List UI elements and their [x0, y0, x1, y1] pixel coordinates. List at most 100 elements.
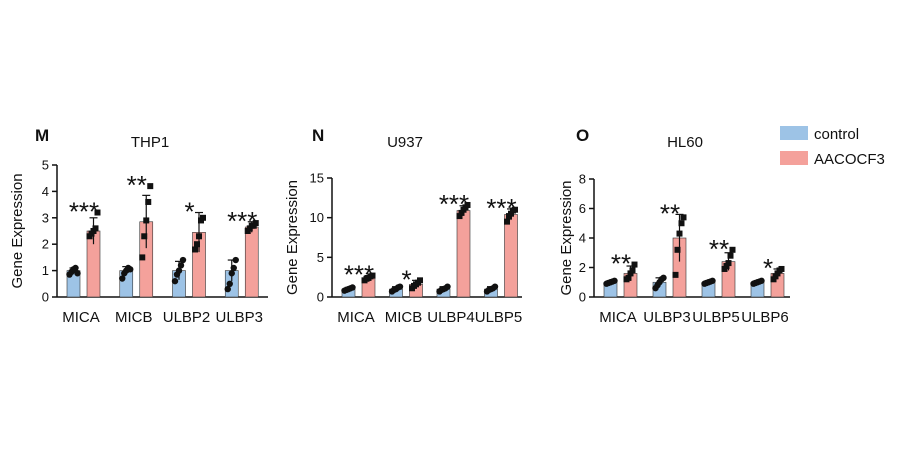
significance-annotation: *: [184, 197, 194, 227]
data-point-aacocf3: [676, 230, 683, 237]
data-point-aacocf3: [456, 213, 463, 220]
data-point-aacocf3: [508, 210, 514, 217]
legend-swatch-control: [780, 126, 808, 140]
data-point-control: [228, 270, 235, 277]
x-tick-label: ULBP3: [215, 309, 263, 326]
data-point-aacocf3: [194, 241, 200, 248]
data-point-control: [660, 274, 667, 282]
data-point-aacocf3: [464, 201, 471, 208]
y-tick-label: 8: [579, 172, 586, 187]
data-point-control: [72, 264, 79, 272]
x-tick-label: MICA: [599, 309, 637, 326]
y-tick-label: 6: [579, 201, 586, 216]
y-tick-label: 0: [317, 290, 324, 305]
data-point-aacocf3: [727, 252, 734, 259]
data-point-aacocf3: [145, 198, 152, 205]
y-tick-label: 15: [310, 171, 324, 186]
data-point-control: [444, 283, 451, 290]
significance-annotation: **: [660, 198, 680, 228]
data-point-control: [230, 264, 237, 272]
y-tick-label: 4: [42, 184, 49, 199]
significance-annotation: **: [709, 234, 729, 264]
data-point-control: [491, 283, 499, 290]
data-point-control: [171, 277, 179, 285]
chart-panel-o: O HL60 Gene Expression 0 2 4 6 8 MICA ** ULBP3 ** UL…: [558, 126, 790, 326]
data-point-aacocf3: [92, 225, 99, 232]
data-point-control: [396, 283, 404, 290]
significance-annotation: *: [763, 253, 773, 283]
x-tick-label: MICA: [62, 309, 100, 326]
y-tick-label: 5: [42, 158, 49, 173]
bar-aacocf3: [504, 214, 518, 298]
data-point-aacocf3: [94, 209, 101, 216]
significance-annotation: ***: [227, 206, 257, 236]
y-tick-label: 4: [579, 231, 586, 246]
y-tick-label: 3: [42, 210, 49, 225]
data-point-control: [758, 277, 765, 284]
data-point-aacocf3: [625, 274, 632, 281]
data-point-control: [611, 277, 618, 284]
bar-aacocf3: [456, 210, 471, 298]
y-tick-label: 10: [310, 210, 324, 225]
data-point-aacocf3: [631, 261, 638, 268]
data-point-control: [349, 284, 356, 291]
y-tick-label: 1: [42, 263, 49, 278]
y-axis-label: Gene Expression: [284, 180, 301, 295]
data-point-control: [224, 285, 231, 293]
significance-annotation: ***: [439, 189, 469, 219]
panel-letter: M: [35, 126, 49, 145]
data-point-control: [119, 275, 126, 282]
x-tick-label: ULBP2: [163, 309, 211, 326]
significance-annotation: *: [401, 264, 411, 294]
legend-label-control: control: [814, 126, 859, 143]
data-point-control: [74, 270, 81, 277]
x-tick-label: ULBP5: [692, 309, 740, 326]
data-point-control: [175, 267, 183, 274]
legend: control AACOCF3: [780, 126, 885, 168]
y-axis-label: Gene Expression: [558, 180, 575, 295]
data-point-aacocf3: [725, 260, 732, 267]
y-axis-label: Gene Expression: [9, 173, 26, 288]
legend-label-aacocf3: AACOCF3: [814, 151, 885, 168]
significance-annotation: **: [611, 249, 631, 279]
data-point-aacocf3: [141, 233, 148, 240]
data-point-aacocf3: [139, 254, 146, 261]
legend-swatch-aacocf3: [780, 151, 808, 165]
data-point-aacocf3: [678, 220, 685, 227]
data-point-aacocf3: [504, 218, 510, 225]
data-point-aacocf3: [200, 214, 206, 221]
significance-annotation: ***: [69, 197, 99, 227]
chart-panel-n: N U937 Gene Expression 0 5 10 15 MICA *** MICB * UL…: [284, 126, 522, 326]
data-point-aacocf3: [778, 265, 785, 272]
data-point-control: [226, 280, 233, 287]
y-tick-label: 2: [42, 237, 49, 252]
panel-title: HL60: [667, 134, 703, 151]
data-point-aacocf3: [252, 220, 259, 227]
data-point-aacocf3: [192, 246, 198, 253]
panel-letter: N: [312, 126, 324, 145]
y-tick-label: 0: [579, 290, 586, 305]
panel-title: THP1: [131, 134, 169, 151]
x-tick-label: ULBP4: [427, 309, 475, 326]
x-tick-label: ULBP3: [643, 309, 691, 326]
data-point-control: [127, 266, 134, 273]
data-point-aacocf3: [417, 277, 423, 284]
data-point-aacocf3: [143, 217, 150, 224]
x-tick-label: MICB: [385, 309, 423, 326]
panel-letter: O: [576, 126, 589, 145]
x-tick-label: MICB: [115, 309, 153, 326]
data-point-aacocf3: [196, 233, 202, 240]
chart-panel-m: M THP1 Gene Expression 0 1 2 3 4 5 MICA *** MICB ** U…: [9, 126, 268, 326]
data-point-aacocf3: [680, 214, 687, 221]
data-point-control: [232, 256, 239, 264]
x-tick-label: ULBP6: [741, 309, 789, 326]
y-tick-label: 0: [42, 290, 49, 305]
data-point-aacocf3: [458, 209, 465, 216]
data-point-aacocf3: [369, 272, 376, 279]
y-tick-label: 2: [579, 260, 586, 275]
data-point-aacocf3: [147, 183, 154, 190]
data-point-aacocf3: [512, 206, 518, 213]
data-point-aacocf3: [674, 246, 681, 253]
